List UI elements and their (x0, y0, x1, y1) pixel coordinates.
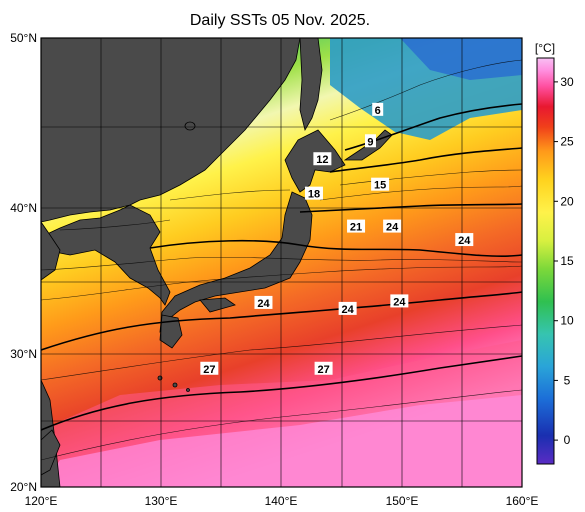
map-frame (40, 37, 523, 488)
contour-label-text: 24 (386, 222, 399, 234)
contour-label: 24 (390, 294, 409, 308)
colorbar-tick-label: 0 (564, 433, 571, 447)
contour-label-text: 9 (367, 136, 373, 148)
contour-label-text: 24 (458, 235, 471, 247)
graticule (41, 38, 522, 487)
contour-label: 6 (372, 102, 384, 117)
contour-label: 12 (313, 152, 332, 166)
contour-label-text: 12 (316, 154, 328, 166)
lon-tick-130: 130°E (145, 494, 178, 508)
lat-tick-40: 40°N (10, 201, 37, 215)
colorbar-gradient (536, 57, 555, 465)
lon-tick-150: 150°E (386, 494, 419, 508)
lat-tick-50: 50°N (10, 31, 37, 45)
contour-label: 24 (254, 295, 273, 310)
lat-tick-30: 30°N (10, 347, 37, 361)
lon-tick-140: 140°E (265, 494, 298, 508)
contour-label-text: 21 (350, 222, 362, 234)
map-title: Daily SSTs 05 Nov. 2025. (189, 12, 371, 29)
contour-label: 18 (304, 186, 323, 201)
lat-tick-20: 20°N (10, 480, 37, 494)
contour-labels: 6 9 12 15 18 21 24 24 24 24 24 27 27 (200, 102, 474, 376)
lat-axis: 50°N 40°N 30°N 20°N (10, 31, 37, 494)
contour-label-text: 6 (375, 105, 381, 117)
taiwan (41, 429, 61, 476)
colorbar-tick-label: 15 (560, 254, 574, 268)
contour-label: 24 (383, 219, 402, 234)
contour-label-text: 24 (342, 304, 355, 316)
sakhalin (299, 38, 323, 132)
contour-label: 15 (371, 177, 390, 192)
contour-label-text: 15 (374, 180, 386, 192)
colorbar-tick-label: 20 (560, 194, 574, 208)
asia-landmass (41, 38, 301, 306)
isotherm-contours (41, 103, 522, 431)
contour-label: 9 (364, 134, 376, 148)
colorbar-tick-label: 5 (564, 373, 571, 387)
colorbar-unit: [°C] (535, 41, 555, 55)
colorbar-tick-label: 30 (560, 75, 574, 89)
lon-axis: 120°E 130°E 140°E 150°E 160°E (25, 494, 539, 508)
contour-label-text: 24 (257, 298, 270, 310)
lon-tick-160: 160°E (506, 494, 539, 508)
colorbar: [°C] 30 25 20 15 10 5 0 (535, 41, 574, 465)
contour-label: 24 (455, 233, 474, 247)
contour-label: 21 (347, 219, 366, 234)
contour-label-text: 27 (203, 364, 215, 376)
colorbar-tick-label: 25 (560, 135, 574, 149)
contour-label-text: 27 (317, 364, 329, 376)
contour-label: 24 (338, 301, 357, 316)
colorbar-tick-label: 10 (560, 314, 574, 328)
contour-label: 27 (314, 361, 333, 376)
lon-tick-120: 120°E (25, 494, 58, 508)
contour-label-text: 18 (308, 189, 320, 201)
colorbar-ticks: 30 25 20 15 10 5 0 (554, 75, 574, 447)
contour-label: 27 (200, 361, 219, 376)
contour-label-text: 24 (393, 296, 406, 308)
